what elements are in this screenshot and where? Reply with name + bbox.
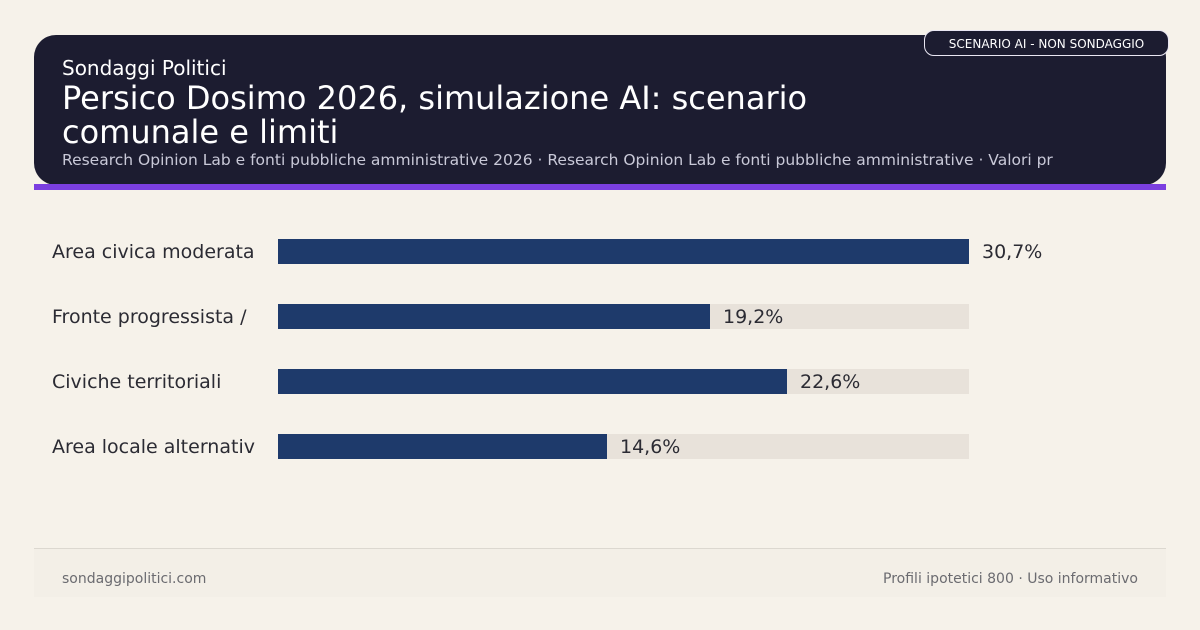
- bar: [278, 304, 710, 329]
- value-label: 22,6%: [800, 371, 860, 393]
- bar: [278, 369, 787, 394]
- value-label: 19,2%: [723, 306, 783, 328]
- chart-title: Persico Dosimo 2026, simulazione AI: sce…: [62, 79, 808, 151]
- footer: sondaggipolitici.com Profili ipotetici 8…: [34, 548, 1166, 597]
- value-label: 14,6%: [620, 436, 680, 458]
- footer-note: Profili ipotetici 800 · Uso informativo: [883, 571, 1138, 587]
- footer-site-link[interactable]: sondaggipolitici.com: [62, 571, 207, 587]
- header-panel: Sondaggi Politici Persico Dosimo 2026, s…: [34, 35, 1166, 185]
- category-label: Area civica moderata: [52, 241, 255, 263]
- category-label: Civiche territoriali: [52, 371, 221, 393]
- brand-name: Sondaggi Politici: [62, 56, 227, 80]
- header-accent-line: [34, 184, 1166, 190]
- value-label: 30,7%: [982, 241, 1042, 263]
- category-label: Area locale alternativ: [52, 436, 255, 458]
- bar: [278, 239, 969, 264]
- bar: [278, 434, 607, 459]
- chart-subtitle: Research Opinion Lab e fonti pubbliche a…: [62, 151, 1053, 169]
- category-label: Fronte progressista /: [52, 306, 247, 328]
- scenario-badge: SCENARIO AI - NON SONDAGGIO: [924, 30, 1169, 56]
